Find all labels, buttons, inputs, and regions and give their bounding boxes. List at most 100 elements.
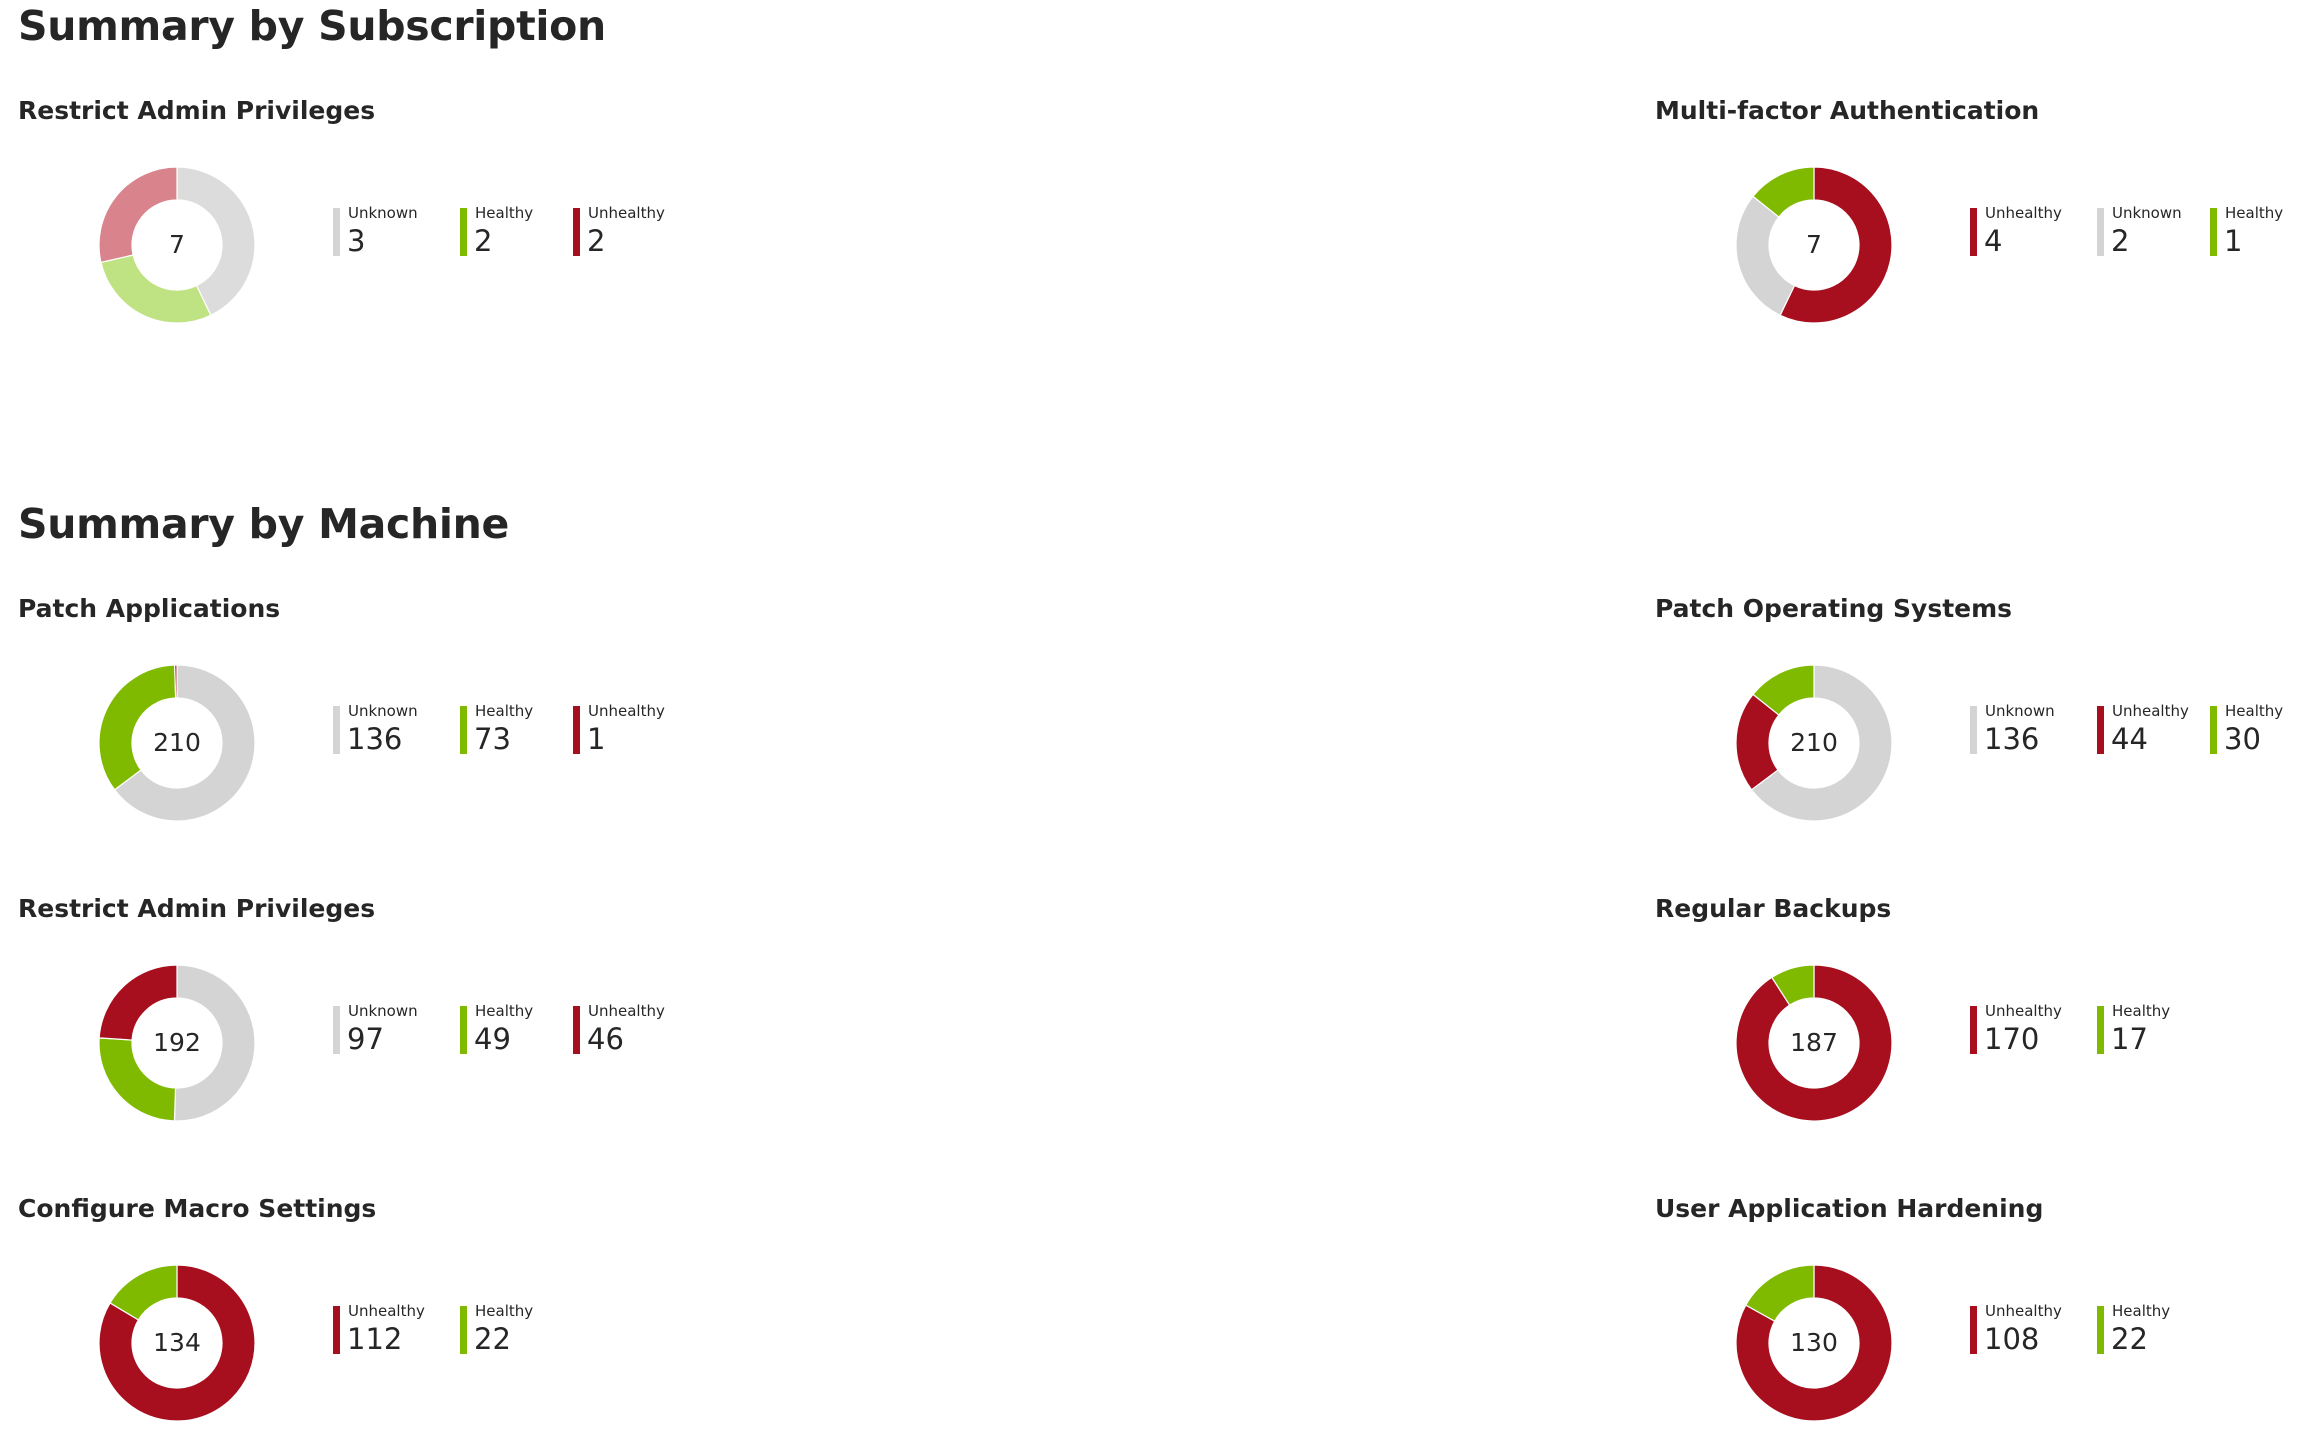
donut-segment-healthy[interactable] [1752, 664, 1815, 716]
donut-segment-healthy[interactable] [1745, 1264, 1815, 1322]
legend-value: 44 [2111, 722, 2148, 756]
legend-item-unhealthy[interactable]: Unhealthy 46 [573, 1002, 693, 1062]
panel-machine-configure-macro-settings[interactable]: Configure Macro Settings 134 Unhealthy 112 H… [18, 1192, 718, 1452]
donut-chart[interactable]: 210 [96, 662, 258, 824]
legend-item-healthy[interactable]: Healthy 1 [2210, 204, 2311, 264]
donut-segment-healthy[interactable] [109, 1264, 178, 1321]
legend-label: Unhealthy [588, 702, 665, 720]
donut-chart[interactable]: 7 [96, 164, 258, 326]
donut-segment-healthy[interactable] [98, 664, 177, 791]
legend-label: Unknown [348, 1002, 418, 1020]
legend-item-unknown[interactable]: Unknown 97 [333, 1002, 453, 1062]
donut-segment-unhealthy[interactable] [1735, 964, 1893, 1122]
donut-segment-unhealthy[interactable] [98, 964, 178, 1041]
legend-label: Unhealthy [1985, 204, 2062, 222]
legend-value: 170 [1984, 1022, 2040, 1056]
legend-value: 136 [347, 722, 403, 756]
legend-swatch [573, 208, 580, 256]
legend-label: Unhealthy [588, 1002, 665, 1020]
donut-chart[interactable]: 192 [96, 962, 258, 1124]
legend-item-unhealthy[interactable]: Unhealthy 2 [573, 204, 693, 264]
donut-segment-healthy[interactable] [1752, 166, 1815, 218]
donut-total: 187 [1790, 1028, 1838, 1057]
donut-chart[interactable]: 210 [1733, 662, 1895, 824]
donut-segment-unhealthy[interactable] [1735, 1264, 1893, 1422]
legend-item-unhealthy[interactable]: Unhealthy 1 [573, 702, 693, 762]
legend-item-unhealthy[interactable]: Unhealthy 44 [2097, 702, 2217, 762]
legend-item-healthy[interactable]: Healthy 73 [460, 702, 580, 762]
legend-value: 1 [2224, 224, 2243, 258]
legend-label: Unknown [1985, 702, 2055, 720]
legend-label: Healthy [475, 702, 534, 720]
legend-value: 17 [2111, 1022, 2148, 1056]
donut-segment-unhealthy[interactable] [98, 166, 178, 264]
donut-segment-unknown[interactable] [113, 664, 256, 822]
panel-machine-restrict-admin-privileges[interactable]: Restrict Admin Privileges 192 Unknown 97 Hea… [18, 892, 718, 1152]
legend-item-unhealthy[interactable]: Unhealthy 108 [1970, 1302, 2090, 1362]
donut-svg [1735, 964, 1893, 1122]
donut-segment-healthy[interactable] [100, 254, 212, 324]
donut-total: 130 [1790, 1328, 1838, 1357]
legend-swatch [2210, 208, 2217, 256]
donut-segment-unhealthy[interactable] [98, 1264, 256, 1422]
legend-value: 49 [474, 1022, 511, 1056]
donut-segment-unknown[interactable] [173, 964, 256, 1122]
donut-total: 210 [153, 728, 201, 757]
legend-item-healthy[interactable]: Healthy 22 [2097, 1302, 2217, 1362]
legend-item-healthy[interactable]: Healthy 30 [2210, 702, 2311, 762]
donut-segment-unhealthy[interactable] [174, 664, 178, 699]
legend-label: Unhealthy [348, 1302, 425, 1320]
legend-value: 73 [474, 722, 511, 756]
panel-subscription-restrict-admin-privileges[interactable]: Restrict Admin Privileges 7 Unknown 3 Health… [18, 94, 718, 354]
donut-total: 7 [1806, 230, 1822, 259]
donut-segment-unknown[interactable] [176, 166, 256, 317]
donut-segment-healthy[interactable] [1771, 964, 1815, 1006]
legend-label: Healthy [2112, 1302, 2171, 1320]
legend-label: Unhealthy [1985, 1002, 2062, 1020]
donut-segment-unhealthy[interactable] [1779, 166, 1893, 324]
legend-item-unknown[interactable]: Unknown 2 [2097, 204, 2217, 264]
panel-machine-user-application-hardening[interactable]: User Application Hardening 130 Unhealthy 10… [1655, 1192, 2311, 1452]
donut-total: 134 [153, 1328, 201, 1357]
legend-swatch [1970, 706, 1977, 754]
legend-item-healthy[interactable]: Healthy 17 [2097, 1002, 2217, 1062]
legend-swatch [333, 1006, 340, 1054]
legend-item-unhealthy[interactable]: Unhealthy 170 [1970, 1002, 2090, 1062]
donut-total: 210 [1790, 728, 1838, 757]
panel-subscription-multi-factor-authentication[interactable]: Multi-factor Authentication 7 Unhealthy 4 Un… [1655, 94, 2311, 354]
donut-segment-unknown[interactable] [1750, 664, 1893, 822]
legend-swatch [2097, 208, 2104, 256]
donut-svg [98, 1264, 256, 1422]
panel-title: Multi-factor Authentication [1655, 96, 2040, 125]
legend-label: Unhealthy [588, 204, 665, 222]
donut-segment-unknown[interactable] [1735, 195, 1796, 317]
donut-chart[interactable]: 134 [96, 1262, 258, 1424]
legend-swatch [460, 1006, 467, 1054]
legend-swatch [2097, 1306, 2104, 1354]
legend-swatch [573, 1006, 580, 1054]
legend-value: 22 [474, 1322, 511, 1356]
legend-item-unhealthy[interactable]: Unhealthy 112 [333, 1302, 453, 1362]
panel-machine-patch-applications[interactable]: Patch Applications 210 Unknown 136 Healthy 73… [18, 592, 718, 852]
donut-chart[interactable]: 130 [1733, 1262, 1895, 1424]
section-title-machine: Summary by Machine [18, 500, 510, 548]
legend-label: Healthy [475, 1002, 534, 1020]
panel-title: Patch Operating Systems [1655, 594, 2013, 623]
panel-title: Patch Applications [18, 594, 281, 623]
legend-item-healthy[interactable]: Healthy 2 [460, 204, 580, 264]
donut-chart[interactable]: 7 [1733, 164, 1895, 326]
donut-svg [1735, 166, 1893, 324]
legend-item-unknown[interactable]: Unknown 3 [333, 204, 453, 264]
legend-item-unknown[interactable]: Unknown 136 [333, 702, 453, 762]
legend-swatch [333, 706, 340, 754]
donut-svg [98, 166, 256, 324]
legend-item-unhealthy[interactable]: Unhealthy 4 [1970, 204, 2090, 264]
legend-item-unknown[interactable]: Unknown 136 [1970, 702, 2090, 762]
legend-value: 136 [1984, 722, 2040, 756]
panel-machine-patch-operating-systems[interactable]: Patch Operating Systems 210 Unknown 136 Unhe… [1655, 592, 2311, 852]
legend-item-healthy[interactable]: Healthy 22 [460, 1302, 580, 1362]
legend-swatch [573, 706, 580, 754]
donut-chart[interactable]: 187 [1733, 962, 1895, 1124]
legend-item-healthy[interactable]: Healthy 49 [460, 1002, 580, 1062]
panel-machine-regular-backups[interactable]: Regular Backups 187 Unhealthy 170 Healthy 17 [1655, 892, 2311, 1152]
